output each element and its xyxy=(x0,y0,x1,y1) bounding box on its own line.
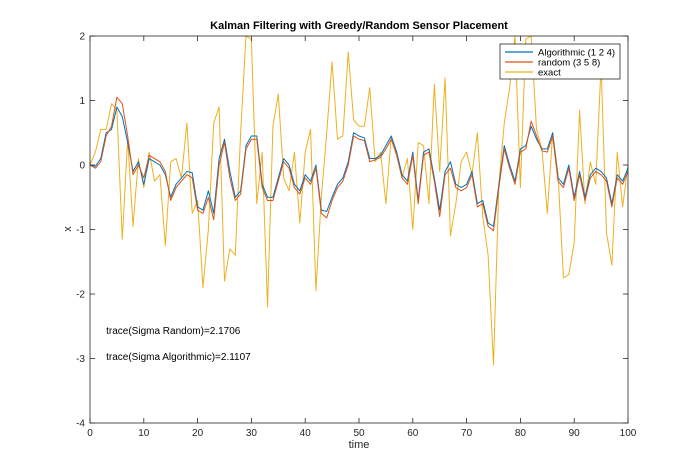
series-line-2 xyxy=(89,35,629,366)
x-tick-label: 60 xyxy=(407,428,419,439)
x-tick-label: 40 xyxy=(300,428,312,439)
series-layer xyxy=(89,35,629,366)
x-axis: 0 10 20 30 40 50 60 70 80 90 100 xyxy=(87,36,637,439)
x-tick-label: 80 xyxy=(515,428,527,439)
x-axis-label: time xyxy=(349,439,370,451)
series-line-0 xyxy=(89,106,629,227)
x-tick-label: 20 xyxy=(192,428,204,439)
annotations: trace(Sigma Random)=2.1706 trace(Sigma Al… xyxy=(106,326,251,363)
x-tick-label: 10 xyxy=(138,428,150,439)
x-tick-label: 30 xyxy=(246,428,258,439)
x-tick-label: 0 xyxy=(87,428,93,439)
y-tick-label: -4 xyxy=(76,419,85,430)
y-tick-label: 0 xyxy=(79,161,85,172)
legend-label-1: random (3 5 8) xyxy=(538,57,600,68)
x-tick-label: 100 xyxy=(620,428,637,439)
x-tick-label: 90 xyxy=(569,428,581,439)
legend: Algorithmic (1 2 4)random (3 5 8)exact xyxy=(499,43,621,80)
x-tick-label: 50 xyxy=(353,428,365,439)
chart-title: Kalman Filtering with Greedy/Random Sens… xyxy=(210,20,508,32)
annotation-0: trace(Sigma Random)=2.1706 xyxy=(106,326,241,337)
y-tick-label: 2 xyxy=(79,32,85,43)
y-tick-label: -2 xyxy=(76,290,85,301)
x-tick-label: 70 xyxy=(461,428,473,439)
legend-label-0: Algorithmic (1 2 4) xyxy=(538,47,615,58)
legend-label-2: exact xyxy=(538,67,561,78)
y-axis-label: x xyxy=(62,226,74,232)
y-tick-label: -3 xyxy=(76,354,85,365)
annotation-1: trace(Sigma Algorithmic)=2.1107 xyxy=(106,352,251,363)
y-tick-label: -1 xyxy=(76,225,85,236)
series-line-1 xyxy=(89,96,629,232)
y-axis: -4 -3 -2 -1 0 1 2 xyxy=(76,32,628,430)
y-tick-label: 1 xyxy=(79,96,85,107)
